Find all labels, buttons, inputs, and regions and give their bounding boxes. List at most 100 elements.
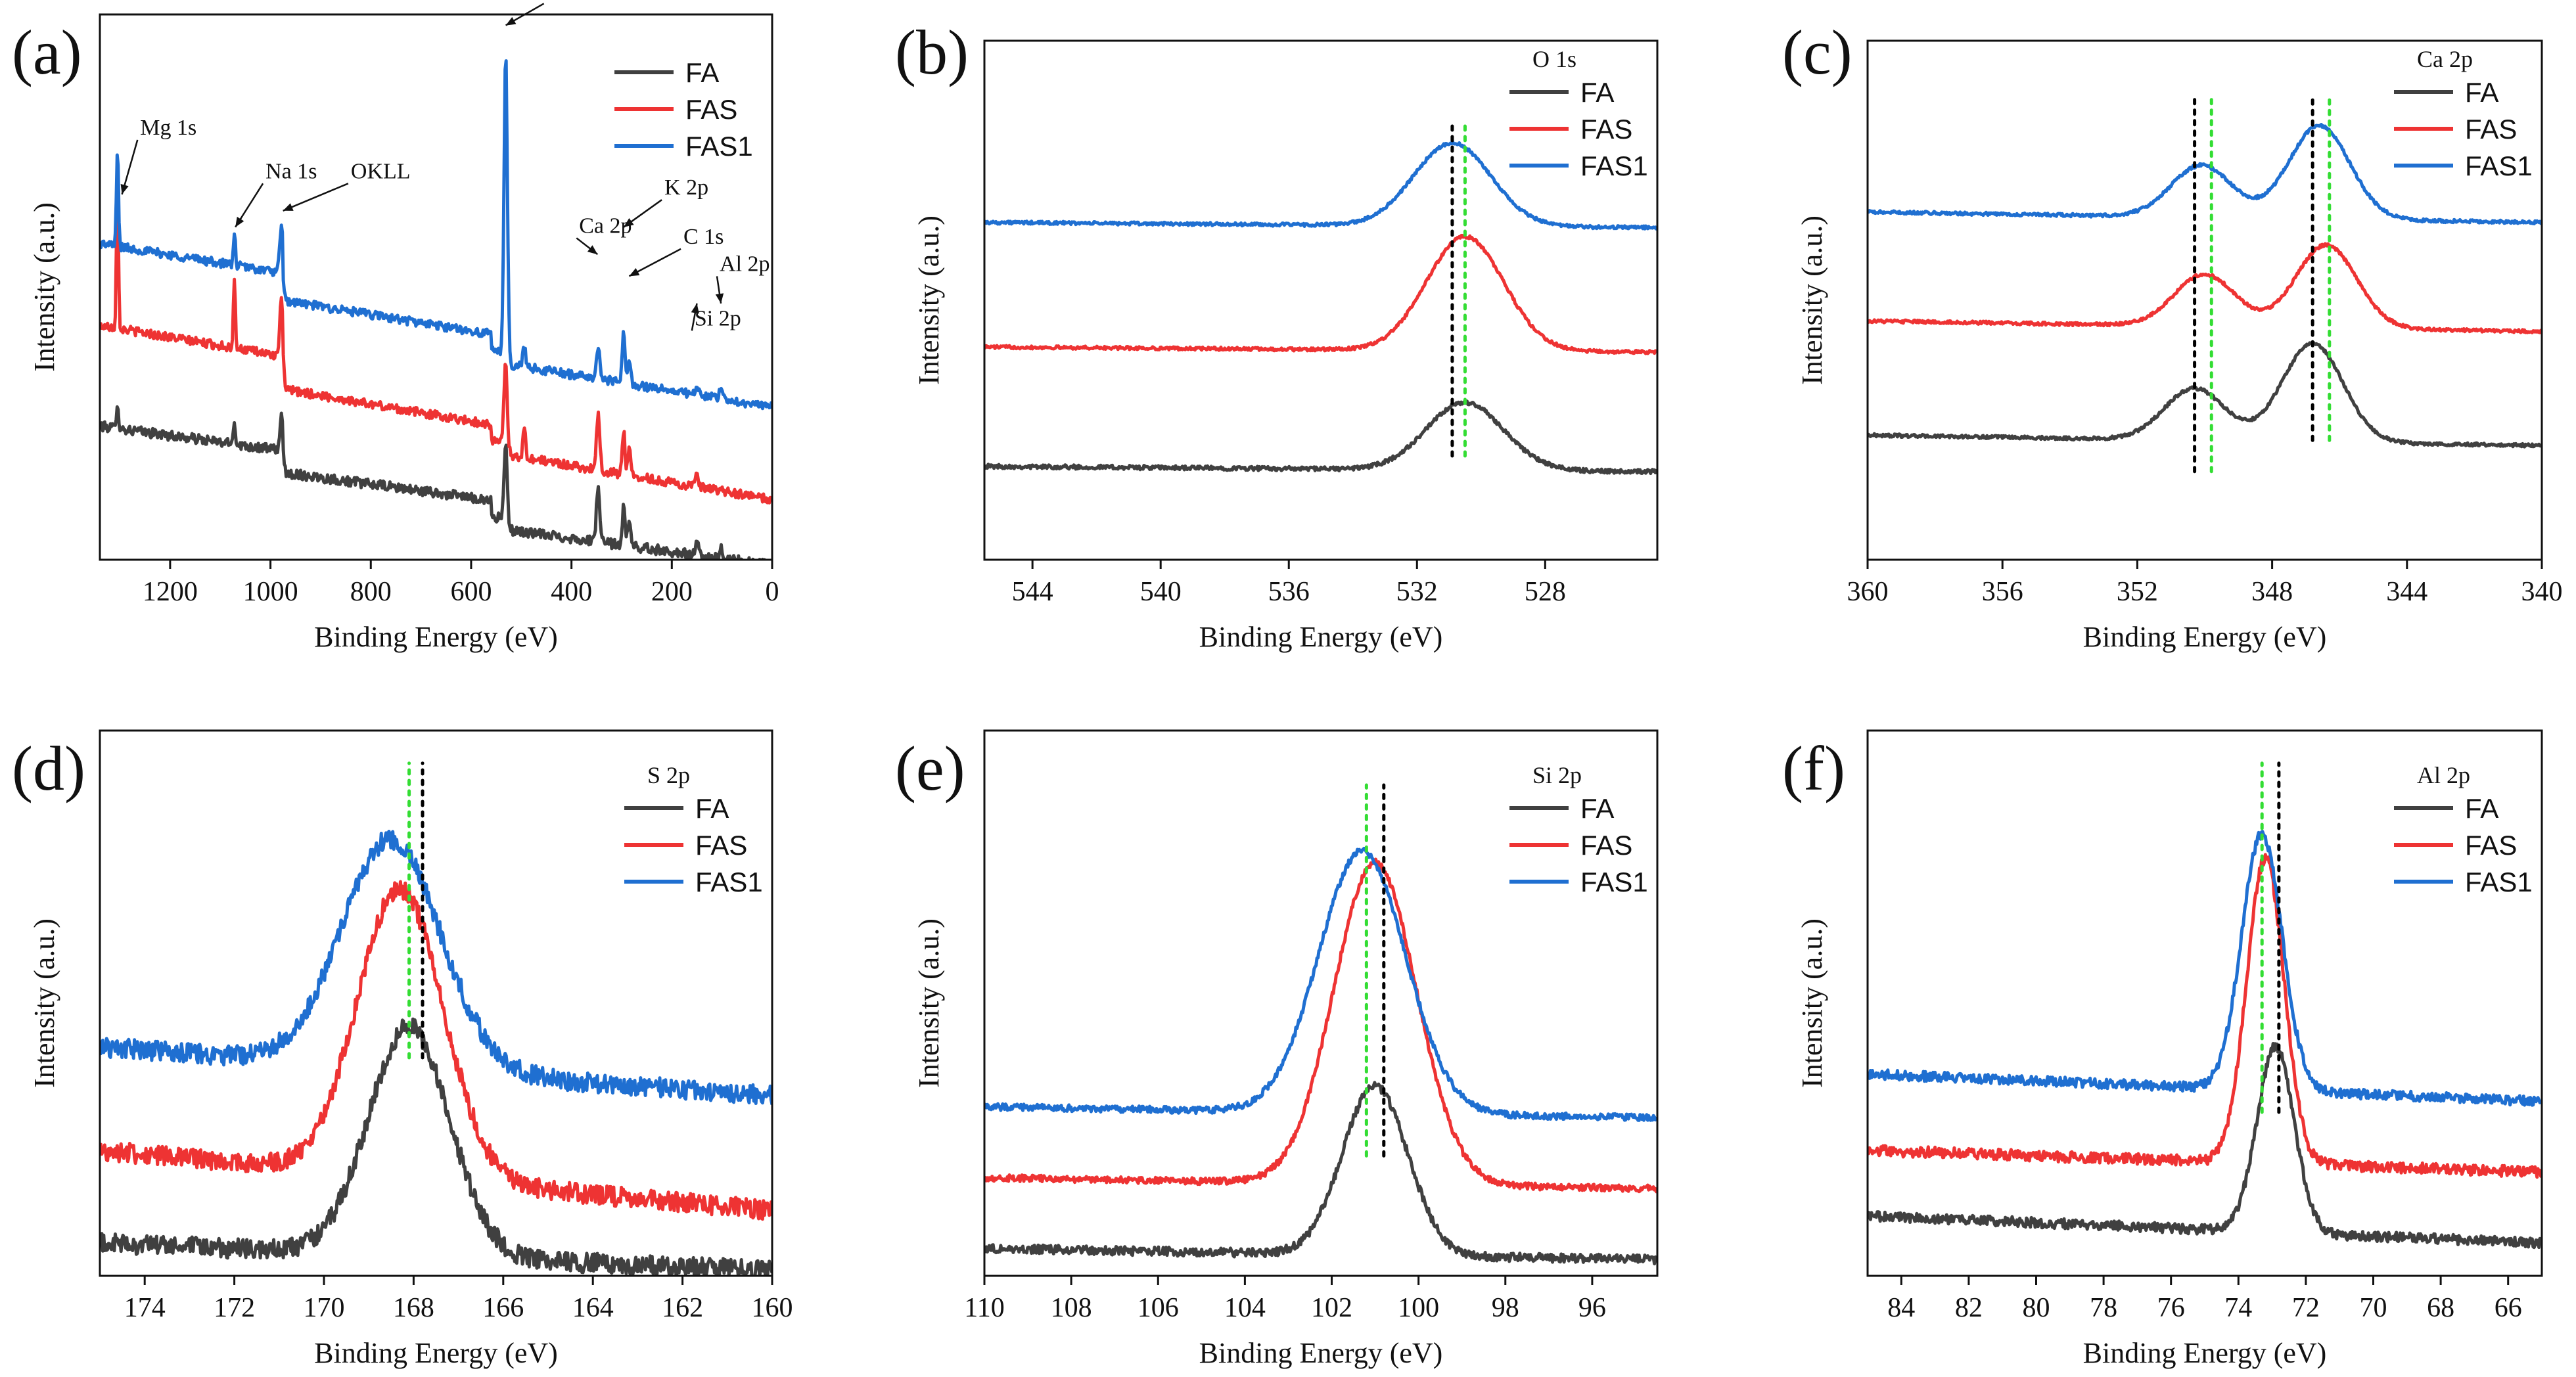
x-axis-label: Binding Energy (eV): [314, 621, 558, 653]
core-level-label: Si 2p: [1532, 762, 1582, 788]
panel-a: (a) O 1s Mg 1s Na 1s OKLL Ca 2p K 2p C 1s Al 2p S…: [12, 0, 779, 653]
series-line-fa: [984, 1081, 1657, 1266]
annotation-label: O 1s: [547, 0, 588, 3]
x-tick-label: 170: [304, 1293, 345, 1323]
x-tick-label: 108: [1051, 1293, 1092, 1323]
annotation-arrowhead: [587, 245, 598, 255]
x-tick-label: 160: [752, 1293, 793, 1323]
plot-frame: [1866, 39, 2543, 561]
series-line-fas1: [100, 830, 772, 1106]
x-tick-label: 76: [2157, 1293, 2185, 1323]
annotation-arrow: [283, 183, 349, 212]
plot-frame: [983, 39, 1659, 561]
x-axis-label: Binding Energy (eV): [2083, 621, 2327, 653]
panel-b: (b) 544 540 536 532 528 Binding Energy (eV) Int…: [895, 17, 1659, 653]
annotation-label: OKLL: [351, 159, 411, 183]
core-level-label: S 2p: [647, 762, 690, 788]
annotation-arrowhead: [629, 268, 640, 277]
core-level-label: Al 2p: [2417, 762, 2470, 788]
legend-label-fas: FAS: [1580, 114, 1632, 145]
panel-letter: (c): [1782, 17, 1852, 87]
panel-letter: (f): [1782, 733, 1845, 803]
x-axis-label: Binding Energy (eV): [314, 1337, 558, 1369]
legend-label-fa: FA: [695, 793, 729, 824]
legend-label-fas1: FAS1: [685, 131, 753, 162]
annotation-label: C 1s: [683, 225, 724, 249]
x-tick-label: 78: [2090, 1293, 2117, 1323]
x-tick-label: 532: [1396, 577, 1438, 607]
x-tick-label: 80: [2023, 1293, 2050, 1323]
plot-frame: [1866, 729, 2543, 1277]
series-line-fa: [1868, 340, 2542, 449]
core-level-label: Ca 2p: [2417, 46, 2473, 72]
legend-label-fa: FA: [2465, 793, 2498, 824]
y-axis-label: Intensity (a.u.): [1796, 215, 1828, 385]
annotation-arrowhead: [505, 16, 517, 26]
y-axis-label: Intensity (a.u.): [913, 918, 945, 1088]
x-tick-label: 70: [2360, 1293, 2387, 1323]
legend-label-fas: FAS: [685, 94, 737, 125]
x-tick-label: 528: [1525, 577, 1566, 607]
x-tick-label: 110: [964, 1293, 1004, 1323]
x-tick-label: 104: [1224, 1293, 1266, 1323]
legend-label-fa: FA: [2465, 77, 2498, 108]
x-tick-label: 84: [1887, 1293, 1915, 1323]
x-tick-label: 166: [482, 1293, 524, 1323]
annotation-arrowhead: [235, 216, 244, 227]
series-line-fa: [984, 399, 1657, 476]
panel-letter: (d): [12, 733, 85, 803]
x-tick-label: 172: [214, 1293, 255, 1323]
x-tick-label: 96: [1578, 1293, 1606, 1323]
x-tick-label: 68: [2427, 1293, 2454, 1323]
legend-label-fas1: FAS1: [695, 867, 763, 897]
legend-label-fas: FAS: [2465, 830, 2517, 861]
annotation-label: Ca 2p: [579, 214, 632, 238]
panel-letter: (a): [12, 17, 82, 87]
legend-label-fas1: FAS1: [2465, 867, 2533, 897]
series-line-fas1: [984, 140, 1657, 231]
legend-label-fa: FA: [1580, 793, 1614, 824]
x-tick-label: 340: [2521, 577, 2563, 607]
x-tick-label: 800: [350, 577, 392, 607]
x-tick-label: 344: [2386, 577, 2427, 607]
legend-label-fa: FA: [685, 57, 719, 88]
annotation-label: Si 2p: [695, 306, 741, 330]
annotation-arrowhead: [691, 303, 699, 314]
series-line-fa: [1868, 1042, 2542, 1250]
series-line-fa: [100, 1017, 772, 1276]
spectra: [1868, 830, 2542, 1250]
x-tick-label: 348: [2251, 577, 2293, 607]
annotation-label: Na 1s: [265, 159, 317, 183]
series-line-fa: [100, 405, 766, 560]
series-line-fas: [984, 857, 1657, 1194]
spectra: [100, 830, 772, 1276]
spectra: [100, 59, 772, 560]
x-tick-label: 200: [651, 577, 693, 607]
series-line-fas1: [1868, 830, 2542, 1107]
series-line-fas: [1868, 853, 2542, 1179]
x-tick-label: 106: [1138, 1293, 1179, 1323]
x-axis-label: Binding Energy (eV): [2083, 1337, 2327, 1369]
legend-label-fas: FAS: [695, 830, 747, 861]
series-line-fas: [100, 193, 772, 505]
spectra: [984, 846, 1657, 1266]
annotation-arrow: [628, 248, 681, 277]
panel-e: (e) 110 108 106 104 102 100 98 96 Binding Energy …: [895, 729, 1659, 1369]
core-level-label: O 1s: [1532, 46, 1576, 72]
plot-frame: [983, 729, 1659, 1277]
legend-label-fa: FA: [1580, 77, 1614, 108]
legend-label-fas1: FAS1: [1580, 867, 1648, 897]
series-line-fas: [984, 233, 1657, 355]
series-line-fas1: [1868, 123, 2542, 226]
x-tick-label: 98: [1492, 1293, 1519, 1323]
spectra: [1868, 123, 2542, 449]
plot-frame: [99, 729, 773, 1277]
annotation-arrowhead: [715, 293, 724, 304]
y-axis-label: Intensity (a.u.): [913, 215, 945, 385]
y-axis-label: Intensity (a.u.): [28, 918, 60, 1088]
x-tick-label: 74: [2224, 1293, 2252, 1323]
legend-label-fas: FAS: [2465, 114, 2517, 145]
x-tick-label: 168: [393, 1293, 434, 1323]
series-line-fas1: [984, 846, 1657, 1122]
